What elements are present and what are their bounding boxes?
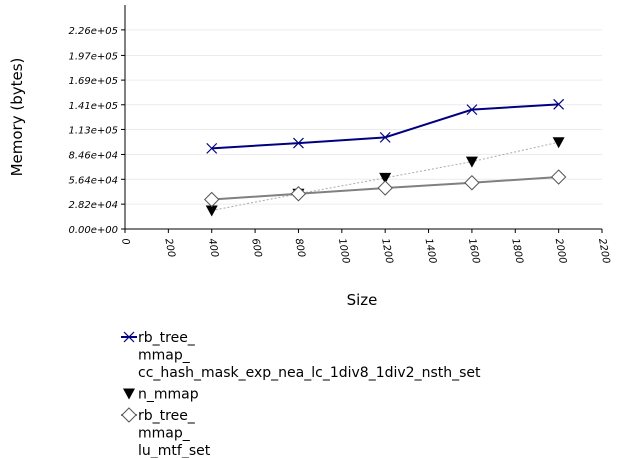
series-group bbox=[204, 98, 567, 217]
legend-marker-1 bbox=[123, 388, 135, 400]
y-axis-title: Memory (bytes) bbox=[8, 58, 26, 177]
series-2-point-3 bbox=[464, 175, 480, 191]
series-1-point-4 bbox=[552, 137, 565, 149]
series-2-point-2 bbox=[377, 180, 393, 196]
x-tick-label-10: 2000 bbox=[553, 238, 568, 265]
legend-marker-0-stroke-b bbox=[123, 331, 135, 343]
series-0-point-2 bbox=[379, 131, 391, 143]
x-tick-label-2: 400 bbox=[206, 238, 220, 259]
x-tick-label-5: 1000 bbox=[336, 238, 351, 265]
x-tick-label-0: 0 bbox=[119, 238, 131, 246]
y-tick-label-3: 8.46e+04 bbox=[68, 150, 118, 161]
legend-marker-2 bbox=[121, 407, 137, 423]
grid-lines bbox=[125, 29, 602, 205]
legend-entry-1: n_mmap bbox=[123, 387, 199, 403]
series-1-point-3 bbox=[465, 156, 478, 168]
legend-marker-0 bbox=[123, 331, 135, 343]
x-tick-label-4: 800 bbox=[293, 238, 307, 259]
series-0-point-3 bbox=[466, 104, 478, 116]
series-1-point-2 bbox=[379, 172, 392, 184]
series-0-point-4-stroke-b bbox=[553, 98, 565, 110]
x-tick-label-7: 1400 bbox=[423, 238, 438, 265]
series-0-point-0 bbox=[206, 142, 218, 154]
series-2-point-4 bbox=[550, 169, 567, 185]
series-0 bbox=[206, 98, 565, 154]
series-1-point-0 bbox=[205, 205, 218, 217]
y-tick-label-7: 1.97e+05 bbox=[68, 51, 118, 62]
series-2-point-0 bbox=[204, 191, 220, 208]
y-tick-labels: 0.00e+00 2.82e+04 5.64e+04 8.46e+04 1.13e+05… bbox=[68, 26, 118, 236]
x-tick-label-11: 2200 bbox=[596, 238, 611, 265]
x-axis-title: Size bbox=[347, 291, 378, 309]
series-2-point-1 bbox=[290, 186, 307, 202]
y-tick-label-2: 5.64e+04 bbox=[68, 175, 118, 186]
y-tick-label-0: 0.00e+00 bbox=[68, 225, 118, 236]
y-tick-label-1: 2.82e+04 bbox=[68, 200, 118, 211]
legend-entry-0: rb_tree_ mmap_cc_hash_mask_exp_nea_lc_1di… bbox=[121, 330, 481, 381]
legend-label-0-line-0: rb_tree_ bbox=[138, 330, 196, 346]
legend-label-0-line-2: cc_hash_mask_exp_nea_lc_1div8_1div2_nsth… bbox=[138, 365, 481, 381]
x-tick-label-9: 1800 bbox=[509, 238, 524, 265]
legend-label-2-line-1: mmap_ bbox=[138, 426, 191, 442]
series-0-point-2-stroke-b bbox=[379, 131, 391, 143]
x-tick-label-8: 1600 bbox=[466, 238, 481, 265]
legend-entry-2: rb_tree_ mmap_lu_mtf_set bbox=[121, 407, 211, 458]
legend-label-2-line-0: rb_tree_ bbox=[138, 408, 196, 424]
series-0-line bbox=[211, 103, 559, 150]
legend: rb_tree_mmap_cc_hash_mask_exp_nea_lc_1di… bbox=[121, 330, 481, 458]
series-2 bbox=[204, 169, 567, 208]
x-tick-labels: 0 200 400 600 800 1000 1200 1400 1600 1800 2000 220… bbox=[119, 238, 611, 265]
y-tick-label-5: 1.41e+05 bbox=[68, 101, 118, 112]
legend-label-1-line-0: n_mmap bbox=[138, 387, 199, 403]
x-tick-label-3: 600 bbox=[249, 238, 263, 259]
series-0-point-1 bbox=[293, 137, 304, 149]
legend-label-2-line-2: lu_mtf_set bbox=[138, 443, 211, 458]
y-tick-label-8: 2.26e+05 bbox=[68, 26, 118, 37]
series-0-point-0-stroke-b bbox=[206, 142, 218, 154]
series-0-point-3-stroke-b bbox=[466, 104, 478, 116]
x-tick-label-6: 1200 bbox=[379, 238, 394, 265]
series-0-point-1-stroke-b bbox=[293, 137, 304, 149]
axes bbox=[121, 5, 603, 233]
x-tick-label-1: 200 bbox=[162, 238, 176, 259]
y-tick-label-4: 1.13e+05 bbox=[68, 125, 118, 136]
y-tick-label-6: 1.69e+05 bbox=[68, 76, 118, 87]
legend-label-0-line-1: mmap_ bbox=[138, 348, 191, 364]
series-0-point-4 bbox=[553, 98, 565, 110]
